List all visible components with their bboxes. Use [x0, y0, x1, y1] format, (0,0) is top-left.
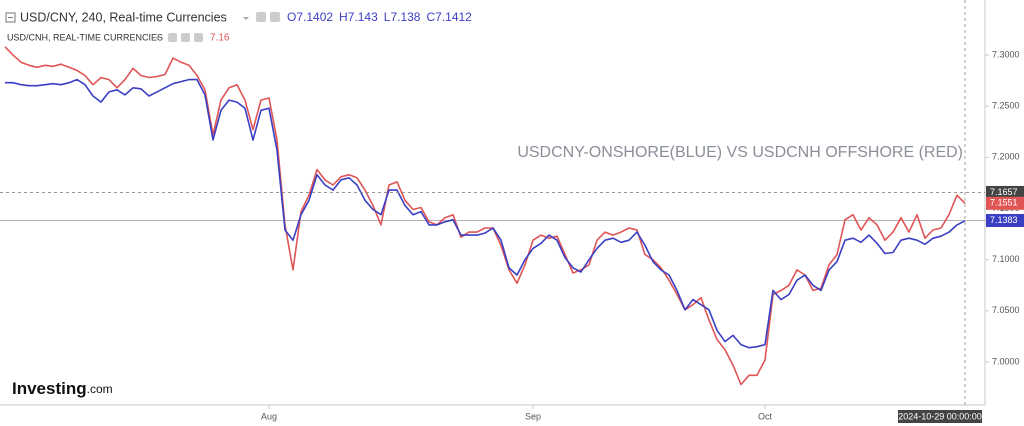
x-tick-label: Oct: [758, 411, 773, 421]
crosshair-y-box: [986, 185, 1024, 199]
crosshair-x-box: [898, 410, 982, 423]
crosshair-x-label: 2024-10-29 00:00:00: [898, 411, 982, 421]
ohlc-label: H: [339, 10, 348, 24]
chart-title: USD/CNY, 240, Real-time Currencies: [20, 10, 227, 24]
ohlc-label: C: [426, 10, 435, 24]
y-tick-label: 7.0500: [992, 305, 1020, 315]
series-name: USD/CNH, REAL-TIME CURRENCIES: [7, 32, 163, 42]
dropdown-icon[interactable]: [243, 17, 249, 20]
y-tick-label: 7.2000: [992, 152, 1020, 162]
settings-icon[interactable]: [181, 33, 190, 42]
annotation: USDCNY-ONSHORE(BLUE) VS USDCNH OFFSHORE …: [517, 144, 963, 161]
eye-icon[interactable]: [256, 12, 266, 22]
logo-brand: Investing: [12, 379, 87, 398]
x-tick-label: Aug: [261, 411, 277, 421]
last-price-label: 7.1383: [990, 215, 1018, 225]
ohlc-label: L: [384, 10, 391, 24]
last-price-label: 7.1551: [990, 198, 1018, 208]
y-tick-label: 7.3000: [992, 49, 1020, 59]
y-tick-label: 7.1000: [992, 254, 1020, 264]
ohlc-value: 7.1412: [435, 10, 472, 24]
settings-icon[interactable]: [270, 12, 280, 22]
crosshair-y-label: 7.1657: [990, 187, 1018, 197]
ohlc-value: 7.1402: [296, 10, 333, 24]
dropdown-icon[interactable]: [155, 37, 160, 40]
ohlc-value: 7.143: [348, 10, 378, 24]
last-price-box: [986, 213, 1024, 227]
collapse-icon[interactable]: [5, 12, 16, 23]
close-icon[interactable]: [194, 33, 203, 42]
logo-suffix: .com: [87, 382, 113, 396]
y-tick-label: 7.0000: [992, 356, 1020, 366]
series-value: 7.16: [210, 33, 230, 44]
series-line: [5, 78, 966, 349]
eye-icon[interactable]: [168, 33, 177, 42]
logo: Investing.com: [12, 379, 113, 398]
ohlc-values: O7.1402 H7.143 L7.138 C7.1412: [287, 10, 472, 24]
y-tick-label: 7.2500: [992, 101, 1020, 111]
plot: [0, 0, 985, 405]
ohlc-label: O: [287, 10, 296, 24]
last-price-box: [986, 196, 1024, 210]
ohlc-value: 7.138: [390, 10, 420, 24]
x-tick-label: Sep: [525, 411, 541, 421]
